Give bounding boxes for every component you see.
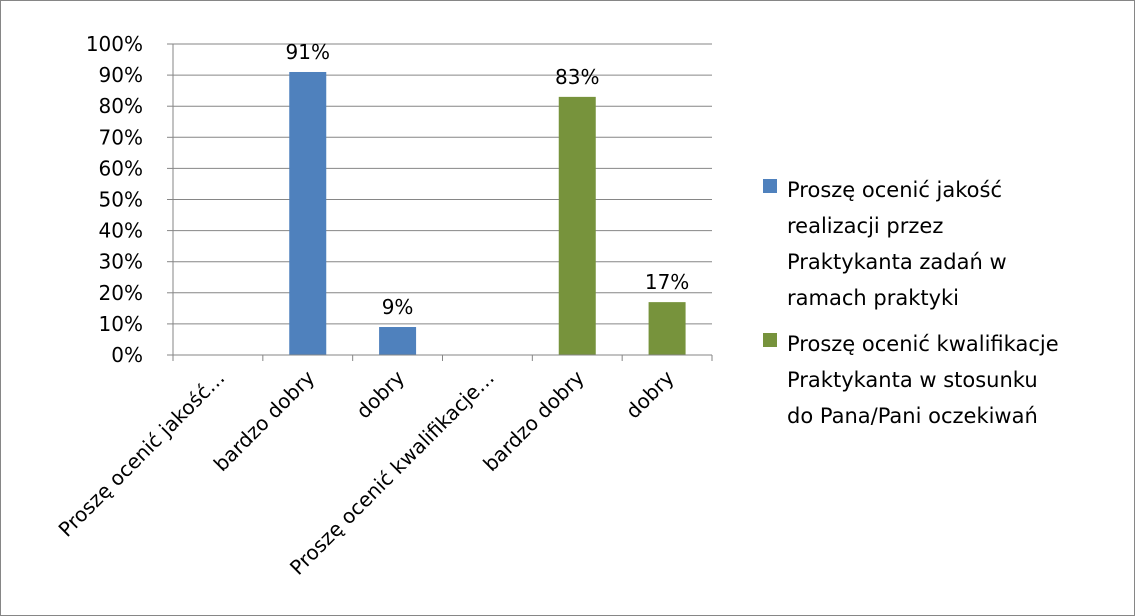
legend-label: Praktykanta w stosunku [787,368,1038,392]
x-axis-category-labels: Proszę ocenić jakość…bardzo dobry dobryPr… [54,365,679,579]
x-category-label: dobry [621,365,679,423]
legend-label: Proszę ocenić jakość [787,178,1002,202]
gridlines [173,43,712,325]
legend-label: ramach praktyki [787,286,959,310]
legend-label: realizacji przez [787,214,943,238]
data-label: 91% [286,40,330,64]
x-category-label: Proszę ocenić jakość… [54,366,230,542]
bar-series-1 [289,71,327,356]
data-label: 9% [382,295,414,319]
legend-swatch-2 [763,333,777,347]
bar-series-2 [558,96,596,356]
y-tick-label: 50% [99,188,143,212]
legend: Proszę ocenić jakość realizacji przez Prak… [763,178,1059,428]
x-category-label: dobry [351,365,409,423]
data-labels: 91% 9% 83% 17% [286,40,690,319]
legend-label: Praktykanta zadań w [787,250,1007,274]
data-label: 83% [555,65,599,89]
bar-series-2 [648,302,686,355]
y-tick-label: 60% [99,156,143,180]
y-tick-label: 30% [99,250,143,274]
y-tick-label: 90% [99,63,143,87]
y-tick-label: 70% [99,125,143,149]
legend-swatch-1 [763,179,777,193]
y-tick-label: 10% [99,312,143,336]
legend-label: Proszę ocenić kwalifikacje [787,332,1059,356]
y-tick-label: 0% [111,343,143,367]
y-axis-tick-labels: 0% 10% 20% 30% 40% 50% 60% 70% 80% 90% 100% [86,32,143,367]
legend-label: do Pana/Pani oczekiwań [787,404,1038,428]
axes [167,43,713,361]
bar-series-1 [379,327,417,355]
y-tick-label: 100% [86,32,143,56]
y-tick-label: 40% [99,219,143,243]
data-label: 17% [645,270,689,294]
bars [289,71,686,356]
y-tick-label: 80% [99,94,143,118]
y-tick-label: 20% [99,281,143,305]
